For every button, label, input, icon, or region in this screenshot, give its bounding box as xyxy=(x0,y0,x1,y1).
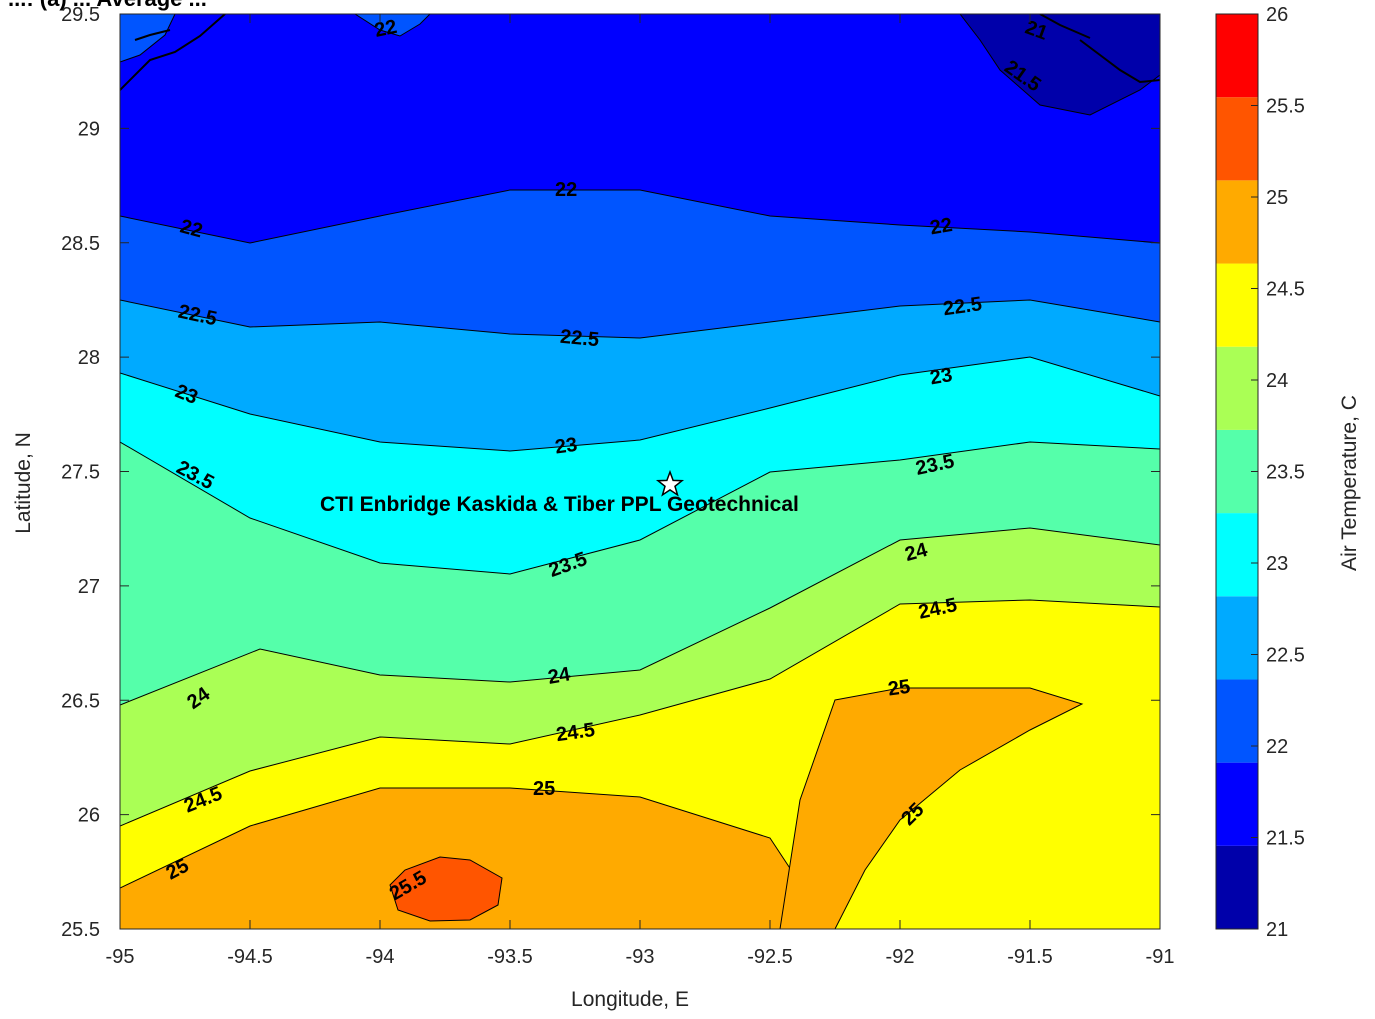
x-tick-label: -91 xyxy=(1146,946,1175,968)
band-21-21.5 xyxy=(959,14,1160,116)
x-axis: -95 -94.5 -94 -93.5 -93 -92.5 -92 -91.5 -91 Long… xyxy=(106,14,1175,1011)
contour-label: 22 xyxy=(373,16,399,42)
x-tick-label: -94.5 xyxy=(227,946,273,968)
band-25.5-26 xyxy=(389,856,503,922)
colorbar-tick-label: 23 xyxy=(1266,553,1288,575)
colorbar-tick-label: 26 xyxy=(1266,4,1288,26)
plot-area xyxy=(120,14,1160,929)
x-tick-label: -94 xyxy=(366,946,395,968)
coastline xyxy=(120,14,1160,91)
colorbar-label: Air Temperature, C xyxy=(1338,395,1361,571)
y-tick-label: 27.5 xyxy=(61,462,100,484)
y-tick-label: 28 xyxy=(78,347,100,369)
contour-label: 22.5 xyxy=(942,293,984,320)
colorbar-swatch xyxy=(1216,14,1258,98)
contour-label: 22.5 xyxy=(559,326,600,351)
colorbar-swatch xyxy=(1216,679,1258,763)
y-tick-label: 28.5 xyxy=(61,233,100,255)
y-tick-label: 29 xyxy=(78,118,100,140)
contour-label: 25 xyxy=(533,778,555,800)
contour-label: 24 xyxy=(546,663,573,689)
contour-label: 24.5 xyxy=(555,719,597,746)
colorbar-tick-label: 25 xyxy=(1266,187,1288,209)
contour-label: 25 xyxy=(887,676,912,701)
y-tick-label: 25.5 xyxy=(61,919,100,941)
colorbar-swatch xyxy=(1216,762,1258,846)
colorbar-swatch xyxy=(1216,596,1258,680)
contour-label: 22 xyxy=(555,179,577,201)
band-21.5-22-northwest xyxy=(120,14,176,63)
band-25-25.5-east xyxy=(779,687,1084,929)
colorbar-swatch xyxy=(1216,513,1258,597)
y-tick-label: 27 xyxy=(78,576,100,598)
colorbar-tick-label: 22.5 xyxy=(1266,645,1305,667)
colorbar-tick-label: 21 xyxy=(1266,919,1288,941)
site-marker: CTI Enbridge Kaskida & Tiber PPL Geotech… xyxy=(320,469,799,516)
star-marker xyxy=(655,469,685,497)
x-tick-label: -91.5 xyxy=(1007,946,1053,968)
x-tick-label: -93 xyxy=(626,946,655,968)
x-axis-label: Longitude, E xyxy=(571,988,689,1011)
y-tick-label: 26.5 xyxy=(61,690,100,712)
contour-label: 23 xyxy=(554,434,579,459)
colorbar: 21 21.5 22 22.5 23 23.5 24 24.5 25 25.5 26 Air Tem… xyxy=(1215,4,1361,941)
contour-labels: 22 22 22 22 22.5 22.5 22.5 23 23 23 23.5… xyxy=(163,16,1051,905)
contour-fill-bands xyxy=(120,14,1160,929)
y-axis: 25.5 26 26.5 27 27.5 28 28.5 29 29.5 Latitude, N xyxy=(12,4,1160,941)
colorbar-tick-label: 24.5 xyxy=(1266,279,1305,301)
y-tick-label: 26 xyxy=(78,805,100,827)
colorbar-swatch xyxy=(1216,180,1258,264)
y-tick-label: 29.5 xyxy=(61,4,100,26)
site-annotation: CTI Enbridge Kaskida & Tiber PPL Geotech… xyxy=(320,493,799,516)
colorbar-swatch xyxy=(1216,845,1258,929)
y-axis-label: Latitude, N xyxy=(12,432,35,534)
colorbar-swatch xyxy=(1216,97,1258,181)
x-tick-label: -95 xyxy=(106,946,135,968)
x-tick-label: -92 xyxy=(886,946,915,968)
band-25-25.5 xyxy=(120,787,831,929)
colorbar-tick-label: 24 xyxy=(1266,370,1288,392)
x-tick-label: -93.5 xyxy=(487,946,533,968)
contour-label: 23 xyxy=(928,364,954,390)
chart-title: ...: (a) ... Average ... xyxy=(8,0,207,11)
contour-label: 22 xyxy=(928,214,954,240)
colorbar-tick-label: 22 xyxy=(1266,736,1288,758)
band-22-north xyxy=(354,14,431,37)
x-tick-label: -92.5 xyxy=(747,946,793,968)
colorbar-swatch xyxy=(1216,346,1258,430)
colorbar-tick-label: 25.5 xyxy=(1266,96,1305,118)
colorbar-tick-label: 21.5 xyxy=(1266,828,1305,850)
colorbar-tick-label: 23.5 xyxy=(1266,462,1305,484)
colorbar-swatch xyxy=(1216,263,1258,347)
